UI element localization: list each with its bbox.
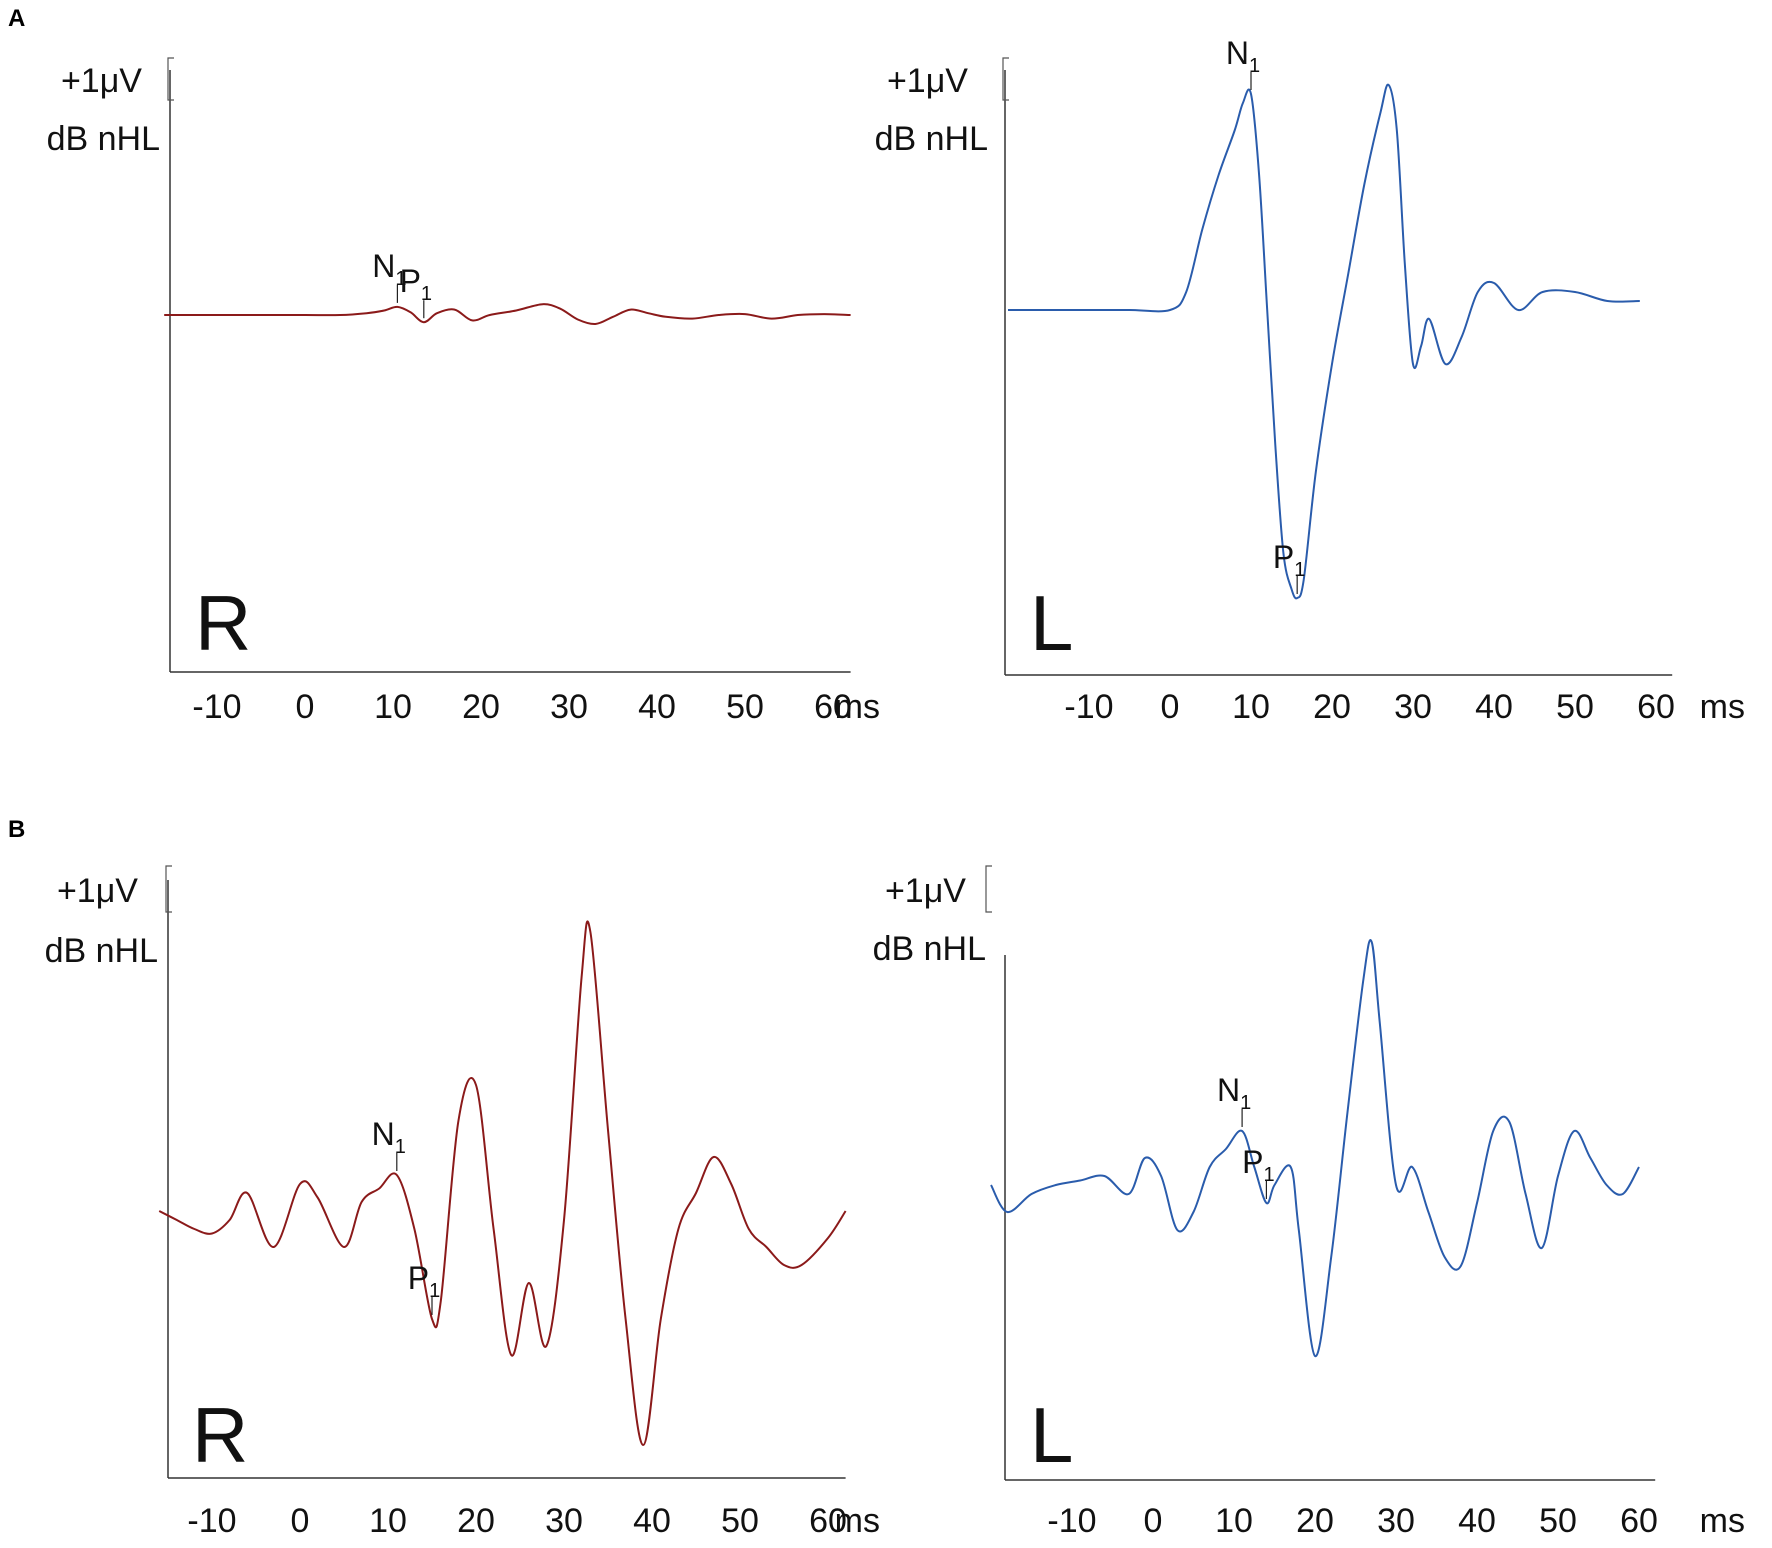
x-tick-label: -10: [192, 688, 241, 726]
x-tick-label: 20: [1296, 1502, 1334, 1540]
peak-label-subscript: 1: [429, 1280, 440, 1302]
peak-label: N1: [372, 1116, 406, 1158]
waveform-trace: [990, 939, 1640, 1358]
panel-letter-a: A: [8, 5, 25, 32]
ear-label: L: [1030, 579, 1073, 667]
ear-label: R: [195, 579, 251, 667]
x-tick-label: 30: [550, 688, 588, 726]
peak-label-subscript: 1: [1294, 559, 1305, 581]
x-tick-label: 0: [1144, 1502, 1163, 1540]
x-tick-label: 50: [721, 1502, 759, 1540]
x-tick-label: 10: [1232, 688, 1270, 726]
x-tick-label: 20: [462, 688, 500, 726]
peak-label: P1: [1273, 539, 1305, 581]
level-label: dB nHL: [875, 120, 988, 158]
scale-bar: [167, 57, 174, 101]
x-tick-label: 50: [1539, 1502, 1577, 1540]
x-tick-label: -10: [187, 1502, 236, 1540]
peak-label: P1: [1242, 1144, 1274, 1186]
x-tick-label: 20: [1313, 688, 1351, 726]
level-label: dB nHL: [47, 120, 160, 158]
peak-label-subscript: 1: [1240, 1092, 1251, 1114]
x-tick-label: 0: [1161, 688, 1180, 726]
x-tick-label: 60: [1637, 688, 1675, 726]
peak-label: P1: [400, 263, 432, 305]
peak-label-subscript: 1: [1249, 55, 1260, 77]
x-unit-label: ms: [835, 688, 880, 726]
peak-label-subscript: 1: [1264, 1164, 1275, 1186]
scale-bar: [985, 865, 992, 913]
scale-label: +1μV: [887, 62, 968, 100]
scale-label: +1μV: [57, 872, 138, 910]
chart-a-left-ear: +1μV dB nHL L -10 0 10 20 30 40 50 60 ms N1 P1: [875, 35, 1745, 726]
x-tick-label: 60: [1620, 1502, 1658, 1540]
x-tick-label: -10: [1064, 688, 1113, 726]
ear-label: L: [1030, 1391, 1073, 1479]
x-unit-label: ms: [1700, 1502, 1745, 1540]
x-tick-label: 10: [1215, 1502, 1253, 1540]
scale-bar: [1002, 57, 1009, 101]
x-tick-label: 40: [1475, 688, 1513, 726]
x-tick-label: 0: [291, 1502, 310, 1540]
level-label: dB nHL: [45, 932, 158, 970]
waveform-trace: [1008, 83, 1640, 600]
panel-letter-b: B: [8, 816, 25, 843]
chart-b-left-ear: +1μV dB nHL L -10 0 10 20 30 40 50 60 ms N1 P1: [873, 865, 1745, 1540]
scale-bar: [165, 865, 172, 913]
x-tick-label: 10: [369, 1502, 407, 1540]
x-tick-label: 40: [1458, 1502, 1496, 1540]
x-tick-label: 30: [1394, 688, 1432, 726]
peak-label-subscript: 1: [395, 1136, 406, 1158]
x-tick-label: 50: [1556, 688, 1594, 726]
x-tick-label: 60: [809, 1502, 847, 1540]
peak-label-subscript: 1: [421, 283, 432, 305]
x-tick-label: 20: [457, 1502, 495, 1540]
x-unit-label: ms: [835, 1502, 880, 1540]
x-tick-label: 50: [726, 688, 764, 726]
peak-label-subscript: 1: [395, 268, 406, 290]
peak-label: P1: [408, 1260, 440, 1302]
x-tick-label: 10: [374, 688, 412, 726]
waveform-trace: [164, 303, 851, 326]
peak-label: N1: [1226, 35, 1260, 77]
x-tick-label: -10: [1047, 1502, 1096, 1540]
x-tick-label: 30: [545, 1502, 583, 1540]
x-tick-label: 60: [814, 688, 852, 726]
scale-label: +1μV: [61, 62, 142, 100]
x-tick-label: 30: [1377, 1502, 1415, 1540]
x-tick-label: 40: [638, 688, 676, 726]
x-unit-label: ms: [1700, 688, 1745, 726]
x-tick-label: 0: [296, 688, 315, 726]
x-tick-label: 40: [633, 1502, 671, 1540]
ear-label: R: [192, 1391, 248, 1479]
waveform-trace: [158, 920, 847, 1446]
level-label: dB nHL: [873, 930, 986, 968]
peak-label: N1: [1217, 1072, 1251, 1114]
scale-label: +1μV: [885, 872, 966, 910]
